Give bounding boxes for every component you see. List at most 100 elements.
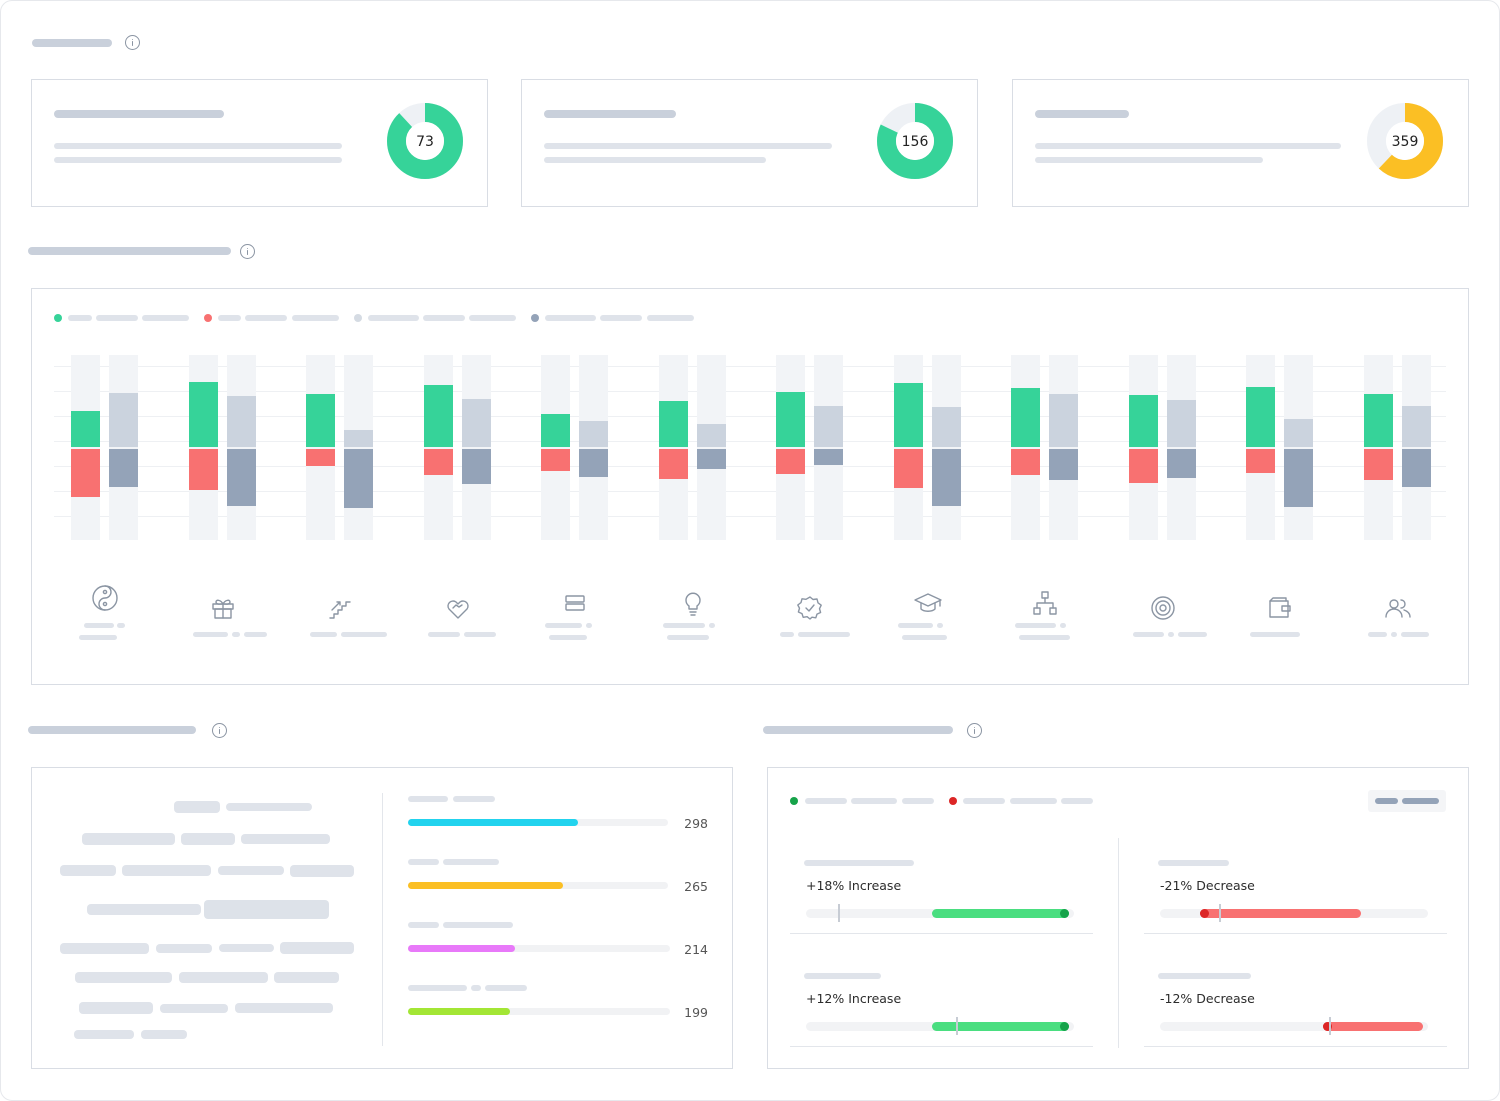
bar-negative[interactable] (893, 449, 923, 488)
text-placeholder (75, 972, 172, 983)
bar-track (461, 355, 491, 540)
change-endpoint (1059, 1022, 1069, 1031)
bar-negative[interactable] (1284, 449, 1313, 507)
bar-positive[interactable] (1011, 388, 1040, 447)
bar-positive[interactable] (658, 401, 688, 447)
bar-negative[interactable] (814, 449, 843, 465)
bar-positive[interactable] (776, 392, 805, 447)
bar-negative[interactable] (1011, 449, 1040, 475)
bar-track (1363, 355, 1393, 540)
bar-positive[interactable] (1246, 387, 1275, 447)
bar-positive[interactable] (1363, 394, 1393, 447)
bar-negative[interactable] (1128, 449, 1158, 483)
bar-positive[interactable] (541, 414, 570, 447)
category-label-placeholder (192, 632, 228, 637)
card-title-placeholder (544, 110, 676, 118)
bar-negative[interactable] (306, 449, 335, 466)
bar-positive[interactable] (71, 411, 100, 447)
bar-negative[interactable] (541, 449, 570, 471)
period-toggle[interactable] (1368, 790, 1446, 812)
bar-negative[interactable] (931, 449, 961, 506)
category-label-placeholder (341, 632, 387, 637)
row-title-placeholder (804, 973, 881, 979)
target-icon (1147, 592, 1179, 624)
info-icon[interactable] (240, 244, 255, 259)
divider (382, 793, 383, 1046)
legend-dot-green (790, 797, 798, 805)
legend-label-placeholder (805, 798, 847, 804)
info-icon[interactable] (967, 723, 982, 738)
bar-negative[interactable] (1166, 449, 1196, 478)
change-baseline-marker (1218, 904, 1221, 922)
gridline (54, 441, 1446, 442)
bar-positive[interactable] (188, 382, 218, 447)
bar-negative[interactable] (423, 449, 453, 475)
bar-positive[interactable] (306, 394, 335, 447)
row-title-placeholder (1158, 860, 1229, 866)
info-icon[interactable] (212, 723, 227, 738)
legend-label-placeholder (96, 315, 138, 321)
text-placeholder (1035, 143, 1341, 149)
bar-positive[interactable] (1284, 419, 1313, 447)
bar-negative[interactable] (226, 449, 256, 506)
bar-positive[interactable] (461, 399, 491, 447)
bar-positive[interactable] (1401, 406, 1431, 447)
gridline (54, 416, 1446, 417)
row-label-placeholder (408, 796, 448, 802)
bar-negative[interactable] (696, 449, 726, 469)
bar-negative[interactable] (658, 449, 688, 479)
bar-negative[interactable] (188, 449, 218, 490)
progress-bar (408, 1008, 511, 1015)
category-label-placeholder (666, 635, 709, 640)
change-baseline-marker (1328, 1017, 1331, 1035)
bar-negative[interactable] (461, 449, 491, 484)
bar-positive[interactable] (931, 407, 961, 447)
bar-negative[interactable] (1401, 449, 1431, 487)
bar-positive[interactable] (1166, 400, 1196, 447)
bar-positive[interactable] (579, 421, 608, 447)
category-label-placeholder (310, 632, 337, 637)
category-label-placeholder (1015, 623, 1056, 628)
bar-negative[interactable] (1049, 449, 1078, 480)
legend-dot-red (204, 314, 212, 322)
bar-positive[interactable] (344, 430, 373, 447)
bar-track (1049, 355, 1078, 540)
legend-label-placeholder (902, 798, 934, 804)
legend-label-placeholder (1010, 798, 1057, 804)
row-label-placeholder (471, 985, 481, 991)
category-label-placeholder (79, 635, 117, 640)
text-placeholder (219, 944, 274, 952)
bar-negative[interactable] (776, 449, 805, 474)
category-label-placeholder (1177, 632, 1207, 637)
bar-track (306, 355, 335, 540)
toggle-option-placeholder (1402, 798, 1439, 804)
bar-positive[interactable] (109, 393, 138, 447)
legend-label-placeholder (292, 315, 339, 321)
row-label-placeholder (443, 859, 499, 865)
bar-positive[interactable] (1128, 395, 1158, 447)
info-icon[interactable] (125, 35, 140, 50)
change-bar (1200, 909, 1361, 918)
bar-positive[interactable] (226, 396, 256, 447)
bar-positive[interactable] (814, 406, 843, 447)
bar-negative[interactable] (579, 449, 608, 477)
bar-negative[interactable] (71, 449, 100, 497)
bar-negative[interactable] (1363, 449, 1393, 480)
chart-card (31, 288, 1469, 685)
bar-track (579, 355, 608, 540)
bar-negative[interactable] (1246, 449, 1275, 473)
bar-negative[interactable] (109, 449, 138, 487)
category-label-placeholder (549, 635, 587, 640)
section-title-placeholder (28, 726, 196, 734)
bar-positive[interactable] (696, 424, 726, 447)
row-title-placeholder (1158, 973, 1251, 979)
text-placeholder (241, 834, 330, 844)
bar-positive[interactable] (893, 383, 923, 447)
bar-negative[interactable] (344, 449, 373, 508)
bar-positive[interactable] (1049, 394, 1078, 447)
bar-positive[interactable] (423, 385, 453, 447)
text-placeholder (87, 904, 201, 915)
change-label: +18% Increase (806, 878, 902, 893)
category-label-placeholder (427, 632, 460, 637)
text-placeholder (160, 1004, 228, 1013)
